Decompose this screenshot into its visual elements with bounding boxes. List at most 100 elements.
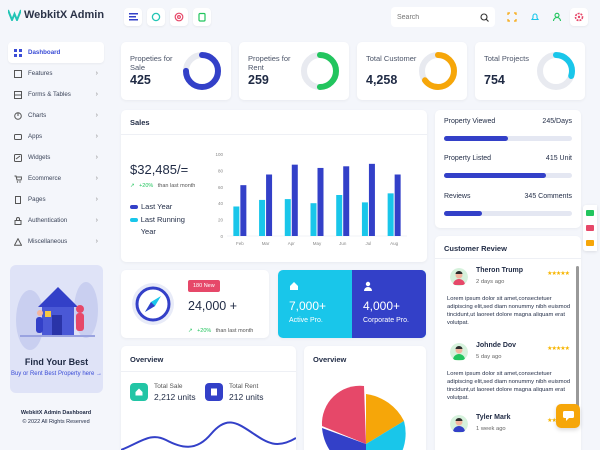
property-listed-row: Property Listed 415 Unit [444,155,572,162]
scrollbar[interactable] [576,266,579,426]
table-icon [14,90,22,99]
reviews-value: 345 Comments [524,193,572,200]
building-icon [211,388,217,396]
review-item: Johnde Dov 5 day ago ★★★★★ Lorem ipsum d… [444,342,570,412]
bar [240,185,247,236]
divider [121,134,427,135]
search-input[interactable] [397,13,467,21]
review-item: Theron Trump 2 days ago ★★★★★ Lorem ipsu… [444,267,570,337]
progress-ring [537,52,575,90]
home-icon [135,388,143,396]
bar [266,174,273,236]
corporate-pro-value: 4,000+ [363,299,401,313]
logo[interactable]: WebkitX Admin [8,9,104,21]
overview-title: Overview [313,355,347,364]
sidebar-item-charts[interactable]: Charts › [8,105,104,126]
sidebar-item-apps[interactable]: Apps › [8,126,104,147]
sidebar-item-features[interactable]: Features › [8,63,104,84]
bar [394,174,401,236]
x-tick-label: Jul [366,241,372,246]
active-pro-value: 7,000+ [289,299,327,313]
legend-swatch [130,218,138,222]
corporate-section [352,270,426,338]
compass-icon [132,283,174,325]
sidebar-item-dashboard[interactable]: Dashboard [8,42,104,63]
sidebar-item-label: Widgets [28,154,51,161]
bar [387,193,394,236]
progress-ring [301,52,339,90]
bar [368,163,375,236]
bar-fill [444,211,483,216]
footer-copyright: © 2022 All Rights Reserved [22,419,90,425]
sidebar-item-label: Apps [28,133,43,140]
sales-bar-chart: 0 20 40 60 80 100 Feb Mar Apr May Jun Jul Aug [215,152,407,246]
star-rating: ★★★★★ [547,346,570,352]
sidebar-item-label: Pages [28,196,46,203]
stat-card-sale: Propeties for Sale 425 [121,42,231,100]
image-icon[interactable] [586,225,594,231]
bar [284,199,291,236]
money-icon[interactable] [586,210,594,216]
reviewer-name: Tyler Mark [476,414,511,421]
chat-button[interactable] [147,8,165,26]
overview-card-2: Overview [304,346,426,450]
sidebar-item-ecommerce[interactable]: Ecommerce › [8,168,104,189]
ring-fill [537,52,575,90]
stat-value: 754 [484,73,505,87]
sidebar-item-miscellaneous[interactable]: Miscellaneous › [8,231,104,252]
chat-bubble-icon [562,411,574,421]
reviewer-name: Theron Trump [476,267,524,274]
y-tick-label: 80 [218,168,224,173]
customer-review-title: Customer Review [444,244,507,253]
clipboard-icon [198,12,206,22]
sales-change-value: +20% [139,183,154,189]
box-icon [14,69,22,78]
sidebar-item-pages[interactable]: Pages › [8,189,104,210]
email-button[interactable] [170,8,188,26]
total-sale-value: 2,212 units [154,392,196,402]
chevron-right-icon: › [95,154,98,161]
progress-ring [183,52,221,90]
profile-button[interactable] [548,8,566,26]
chevron-right-icon: › [95,175,98,182]
sidebar-item-widgets[interactable]: Widgets › [8,147,104,168]
promo-link[interactable]: Buy or Rent Best Property here → [10,371,103,377]
sidebar-item-authentication[interactable]: Authentication › [8,210,104,231]
menu-button[interactable] [124,8,142,26]
app-title: WebkitX Admin [24,9,105,21]
chevron-right-icon: › [95,91,98,98]
chevron-right-icon: › [95,217,98,224]
sales-card: Sales $32,485/= ↗ +20% than last month L… [121,110,427,262]
y-tick-label: 20 [218,218,224,223]
property-listed-bar [444,173,572,178]
stat-value: 259 [248,73,269,87]
fullscreen-button[interactable] [503,8,521,26]
ring-fill [183,52,221,90]
search-icon[interactable] [480,12,489,22]
property-listed-label: Property Listed [444,155,492,162]
palette-icon[interactable] [586,240,594,246]
x-tick-label: Apr [288,241,296,246]
sidebar-item-label: Authentication [28,217,68,224]
property-viewed-label: Property Viewed [444,118,496,125]
lock-icon [14,216,22,225]
clipboard-button[interactable] [193,8,211,26]
chart-icon [14,111,22,120]
overview-line-chart [121,421,296,450]
notification-button[interactable] [526,8,544,26]
settings-button[interactable] [570,8,588,26]
sidebar-item-forms-tables[interactable]: Forms & Tables › [8,84,104,105]
chat-icon [151,12,161,22]
chat-fab-button[interactable] [556,404,580,428]
search-box[interactable] [391,7,495,27]
sidebar-item-label: Dashboard [28,49,61,56]
stat-label: Total Customer [366,54,417,63]
total-sale-label: Total Sale [154,383,183,390]
reviewer-name: Johnde Dov [476,342,517,349]
bar [317,167,324,236]
sidebar: Dashboard Features › Forms & Tables › Char… [8,42,104,252]
legend-label: Last Running Year [140,215,185,236]
y-tick-label: 60 [218,185,224,190]
corporate-pro-label: Corporate Pro. [363,317,409,324]
property-viewed-value: 245/Days [542,118,572,125]
